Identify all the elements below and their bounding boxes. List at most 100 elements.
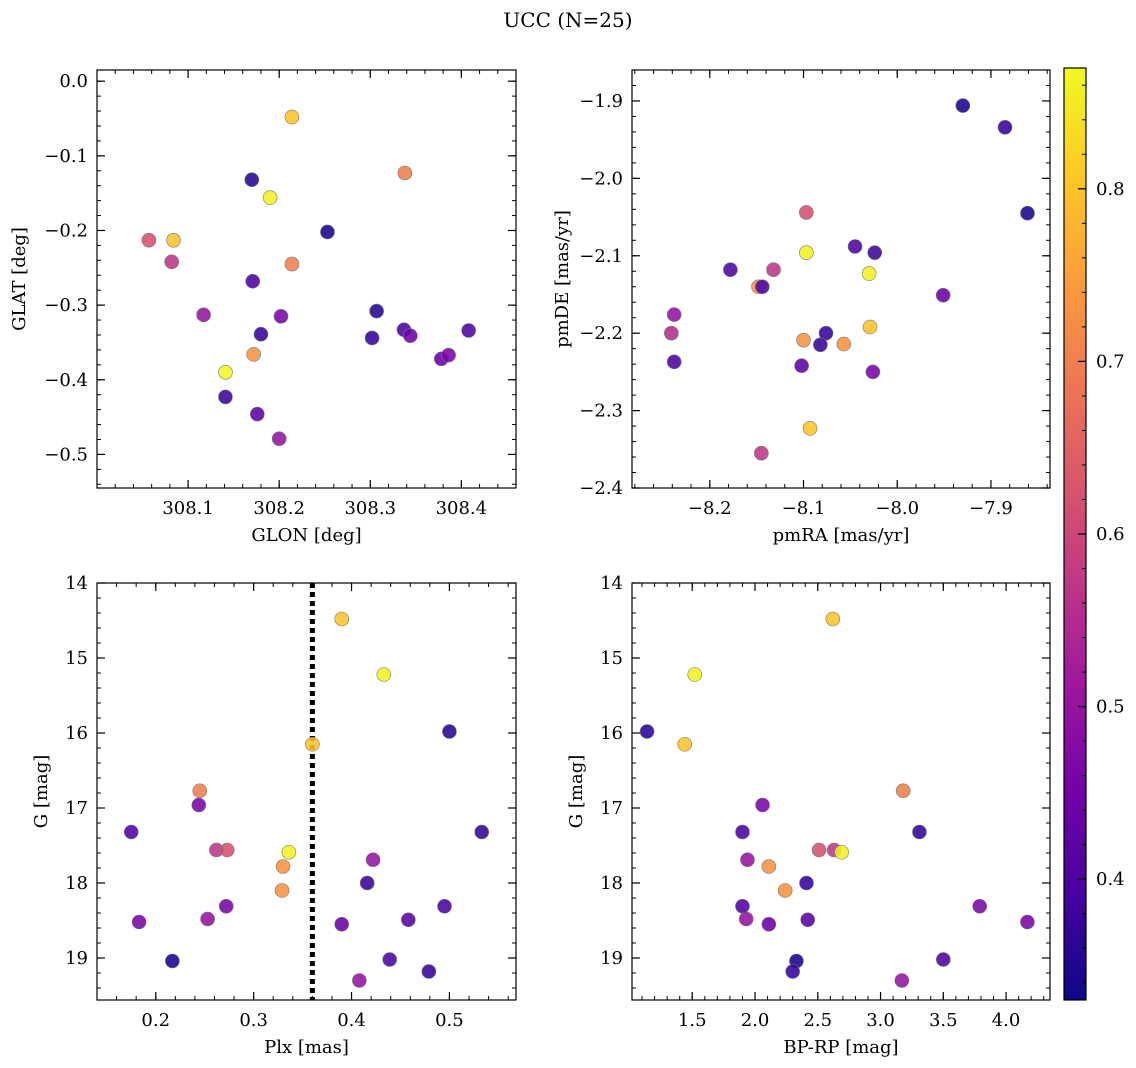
x-tick-label: 308.2 xyxy=(253,498,305,519)
y-tick-label: 18 xyxy=(65,873,88,894)
y-tick-label: −2.4 xyxy=(579,478,623,499)
y-tick-label: 17 xyxy=(65,798,88,819)
data-point xyxy=(1020,914,1035,930)
data-point xyxy=(245,273,261,289)
x-tick-label: 0.2 xyxy=(141,1010,170,1031)
x-axis-label: GLON [deg] xyxy=(251,525,361,546)
data-point xyxy=(895,783,911,799)
data-point xyxy=(284,109,300,125)
y-tick-label: −0.4 xyxy=(44,370,88,391)
data-point xyxy=(271,431,287,447)
y-axis-label: G [mag] xyxy=(566,755,587,828)
y-tick-label: 15 xyxy=(600,648,623,669)
x-tick-label: −8.0 xyxy=(875,498,919,519)
colorbar-tick-label: 0.4 xyxy=(1096,869,1125,890)
data-point xyxy=(936,952,951,967)
data-point xyxy=(735,898,750,914)
data-point xyxy=(997,119,1013,135)
colorbar-tick-label: 0.8 xyxy=(1096,179,1125,200)
data-point xyxy=(800,912,816,928)
y-tick-label: −2.1 xyxy=(579,246,623,267)
data-point xyxy=(250,406,265,422)
data-point xyxy=(666,307,682,322)
data-point xyxy=(834,844,849,860)
y-tick-label: −2.0 xyxy=(579,168,623,189)
data-point xyxy=(244,172,260,188)
data-point xyxy=(1020,205,1035,221)
panel-2: −8.2 −8.1 −8.0 −7.9 −1.9 −2.0 −2.1 −2.2 −2.3 −2.4… xyxy=(552,69,1051,546)
data-point xyxy=(754,279,770,295)
data-point xyxy=(437,898,452,914)
data-point xyxy=(284,256,300,272)
data-point xyxy=(865,364,881,380)
y-tick-label: 0.0 xyxy=(59,71,88,92)
x-tick-label: 2.0 xyxy=(741,1010,770,1031)
x-tick-label: 1.5 xyxy=(678,1010,707,1031)
x-tick-label: 308.3 xyxy=(344,498,396,519)
data-point xyxy=(262,190,278,205)
data-point xyxy=(218,365,233,380)
data-point xyxy=(867,245,883,260)
axes-frame xyxy=(631,69,1051,489)
x-tick-label: 308.1 xyxy=(162,498,214,519)
data-point xyxy=(401,912,416,928)
x-tick-label: 0.4 xyxy=(337,1010,366,1031)
x-tick-label: 3.5 xyxy=(929,1010,958,1031)
data-point xyxy=(799,245,814,260)
data-point xyxy=(403,328,418,344)
figure-title: UCC (N=25) xyxy=(503,8,633,32)
axes-frame xyxy=(96,582,517,1001)
y-tick-label: −0.3 xyxy=(44,295,88,316)
data-point xyxy=(785,964,800,979)
data-point xyxy=(281,844,297,860)
x-axis-label: pmRA [mas/yr] xyxy=(773,525,910,546)
data-point xyxy=(397,165,413,181)
y-tick-label: −0.2 xyxy=(44,220,88,241)
y-tick-label: 15 xyxy=(65,648,88,669)
data-point xyxy=(421,964,437,979)
data-point xyxy=(799,205,814,220)
data-point xyxy=(766,262,781,278)
y-axis-label: GLAT [deg] xyxy=(9,227,30,331)
y-tick-label: −2.3 xyxy=(579,401,623,422)
data-point xyxy=(305,736,320,752)
y-tick-label: 17 xyxy=(600,798,623,819)
data-point xyxy=(738,911,754,927)
data-point xyxy=(802,421,818,436)
data-point xyxy=(123,824,139,840)
data-point xyxy=(912,824,927,840)
data-point xyxy=(639,724,655,739)
data-point xyxy=(799,875,814,891)
y-tick-label: 19 xyxy=(600,948,623,969)
data-point xyxy=(246,347,261,362)
y-tick-label: 14 xyxy=(65,573,88,594)
y-tick-label: −2.2 xyxy=(579,323,623,344)
data-point xyxy=(754,445,769,461)
x-tick-label: −8.2 xyxy=(688,498,732,519)
data-point xyxy=(273,309,289,324)
data-point xyxy=(972,898,988,914)
y-tick-label: 16 xyxy=(65,723,88,744)
x-tick-label: −8.1 xyxy=(782,498,826,519)
y-tick-label: −0.1 xyxy=(44,146,88,167)
axes-frame xyxy=(96,69,517,489)
data-point xyxy=(191,797,207,813)
data-point xyxy=(755,797,770,813)
data-point xyxy=(796,332,811,348)
axes-frame xyxy=(631,582,1051,1001)
data-point xyxy=(364,330,380,346)
data-point xyxy=(666,354,682,370)
data-point xyxy=(369,303,384,319)
data-point xyxy=(777,883,793,898)
data-point xyxy=(274,883,290,898)
panel-4: 1.5 2.0 2.5 3.0 3.5 4.0 14 15 16 17 18 19 BP-RP [mag… xyxy=(566,573,1051,1058)
data-point xyxy=(935,287,951,303)
y-tick-label: 19 xyxy=(65,948,88,969)
panel-1: 308.1 308.2 308.3 308.4 0.0 −0.1 −0.2 −0.3 −0.4 −… xyxy=(9,69,517,546)
y-tick-label: 14 xyxy=(600,573,623,594)
data-point xyxy=(761,859,777,874)
x-tick-label: 308.4 xyxy=(436,498,488,519)
data-point xyxy=(955,98,971,113)
data-point xyxy=(141,232,157,248)
data-point xyxy=(219,842,235,858)
